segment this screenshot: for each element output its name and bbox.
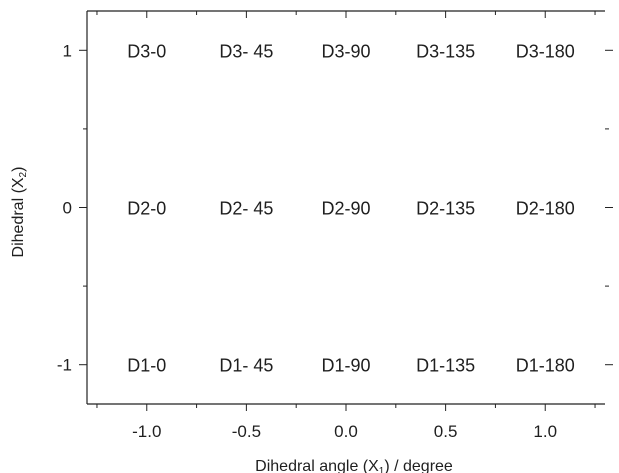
point-label: D3-135 <box>416 41 475 61</box>
y-axis-title-subscript: 2 <box>18 171 29 177</box>
point-label: D3-0 <box>127 41 166 61</box>
points-layer: D3-0 D3- 45 D3-90 D3-135 D3-180 D2-0 D2- 45 D2-… <box>127 41 574 375</box>
point-label: D2- 45 <box>219 199 273 219</box>
point-label: D1-180 <box>516 356 575 376</box>
x-axis-title-subscript: 1 <box>379 466 385 473</box>
y-tick-label: -1 <box>57 356 72 375</box>
x-axis-title-tail: ) / degree <box>384 458 453 473</box>
y-axis-title-tail: ) <box>10 167 27 172</box>
x-tick-label: 1.0 <box>533 422 557 441</box>
y-axis-title: Dihedral (X2) <box>10 167 29 258</box>
y-tick-label: 0 <box>63 199 72 218</box>
point-label: D1-90 <box>321 356 370 376</box>
y-axis-title-main: Dihedral (X <box>10 177 27 257</box>
point-label: D2-0 <box>127 199 166 219</box>
y-tick-label: 1 <box>63 41 72 60</box>
x-axis-title-main: Dihedral angle (X <box>255 458 379 473</box>
x-tick-label: 0.5 <box>434 422 458 441</box>
x-tick-label: 0.0 <box>334 422 358 441</box>
point-label: D1-0 <box>127 356 166 376</box>
point-label: D1-135 <box>416 356 475 376</box>
point-label: D2-90 <box>321 199 370 219</box>
x-tick-label: -0.5 <box>232 422 261 441</box>
point-label: D2-180 <box>516 199 575 219</box>
point-label: D1- 45 <box>219 356 273 376</box>
point-label: D3-180 <box>516 41 575 61</box>
x-tick-label: -1.0 <box>132 422 161 441</box>
ticks-layer <box>79 11 613 411</box>
point-label: D2-135 <box>416 199 475 219</box>
x-axis-title: Dihedral angle (X1) / degree <box>255 458 453 473</box>
point-label: D3-90 <box>321 41 370 61</box>
point-label: D3- 45 <box>219 41 273 61</box>
labels-layer: -1.0 -0.5 0.0 0.5 1.0 -1 0 1 <box>57 41 557 441</box>
